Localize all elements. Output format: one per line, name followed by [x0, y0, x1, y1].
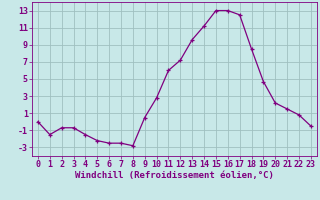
X-axis label: Windchill (Refroidissement éolien,°C): Windchill (Refroidissement éolien,°C): [75, 171, 274, 180]
